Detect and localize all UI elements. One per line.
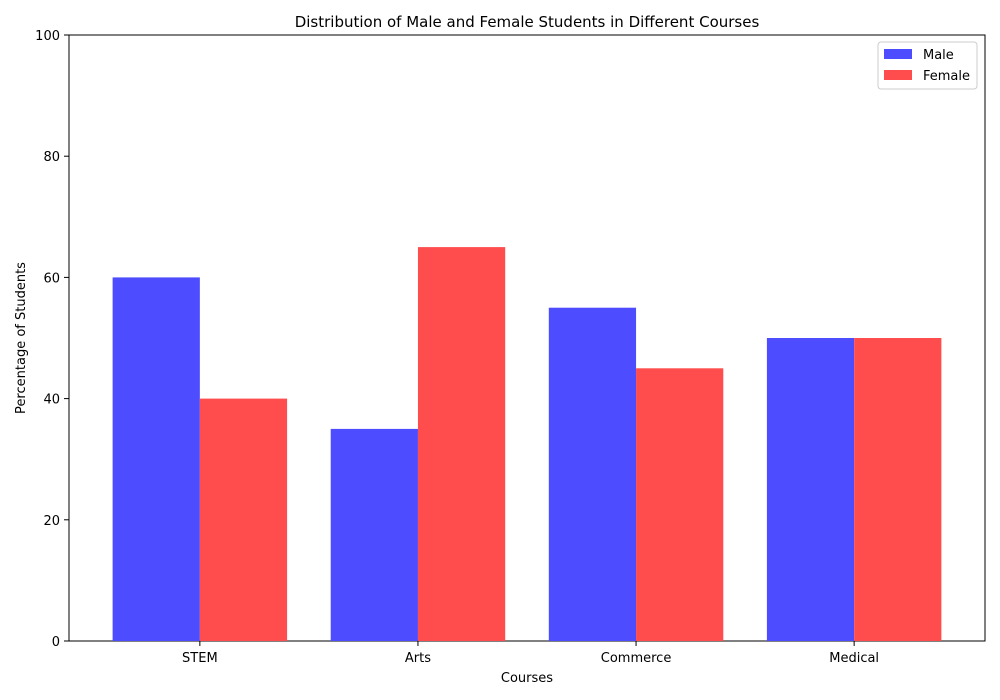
bar-male-stem xyxy=(112,277,200,641)
bars-group xyxy=(112,247,942,641)
bar-male-medical xyxy=(766,338,855,641)
y-tick-label: 100 xyxy=(35,29,60,44)
chart-title: Distribution of Male and Female Students… xyxy=(295,13,760,31)
legend: Male Female xyxy=(877,41,978,90)
y-tick-label: 80 xyxy=(43,150,60,165)
y-tick-label: 0 xyxy=(52,635,60,650)
legend-swatch-female xyxy=(884,70,912,80)
bar-male-arts xyxy=(330,428,418,641)
bar-female-stem xyxy=(199,398,288,641)
y-axis-ticks: 0 20 40 60 80 100 xyxy=(35,29,69,650)
plot-frame xyxy=(68,34,986,642)
x-tick-label: Arts xyxy=(405,651,431,666)
y-tick-label: 40 xyxy=(43,393,60,408)
y-axis-label: Percentage of Students xyxy=(14,262,29,414)
x-tick-label: Commerce xyxy=(601,651,672,666)
plot-area xyxy=(68,34,986,642)
bar-female-arts xyxy=(417,247,506,641)
legend-swatch-male xyxy=(884,49,912,59)
bar-male-commerce xyxy=(548,307,637,641)
legend-label-female: Female xyxy=(923,69,970,84)
legend-label-male: Male xyxy=(923,48,954,63)
y-tick-label: 20 xyxy=(43,514,60,529)
bar-female-medical xyxy=(854,338,942,641)
x-axis-ticks: STEM Arts Commerce Medical xyxy=(182,641,879,666)
x-axis-label: Courses xyxy=(501,671,553,686)
bar-female-commerce xyxy=(636,368,724,641)
x-tick-label: Medical xyxy=(829,651,879,666)
y-tick-label: 60 xyxy=(43,271,60,286)
x-tick-label: STEM xyxy=(182,651,218,666)
